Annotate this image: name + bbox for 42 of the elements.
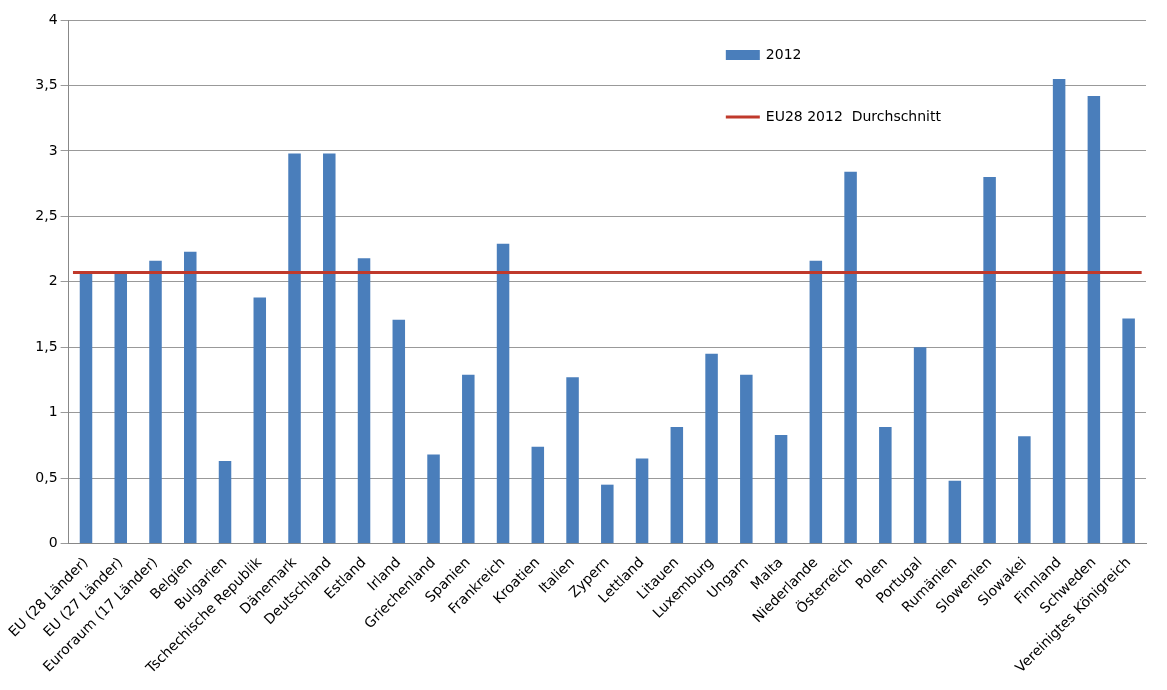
bar (809, 260, 823, 544)
bar (357, 258, 371, 544)
y-tick-label: 0 (48, 534, 58, 551)
bar (879, 427, 892, 544)
bar (566, 377, 579, 544)
bar (149, 260, 162, 544)
bar (1052, 78, 1066, 544)
bar (705, 353, 718, 544)
bar (427, 454, 440, 544)
bar (114, 273, 128, 544)
y-tick-label: 2 (48, 272, 58, 289)
bar (392, 319, 406, 544)
bar (1018, 436, 1031, 544)
bar (288, 153, 301, 544)
bar (79, 273, 93, 544)
y-tick-label: 1 (48, 403, 58, 420)
y-tick-label: 0,5 (35, 468, 58, 485)
bar (1122, 318, 1135, 544)
bar (462, 374, 475, 544)
bar (323, 153, 336, 544)
bar (740, 374, 753, 544)
bar (1087, 95, 1101, 544)
y-tick-label: 2,5 (35, 206, 58, 223)
bar (601, 484, 614, 544)
bar (253, 297, 267, 544)
legend-label: EU28 2012 Durchschnitt (765, 107, 942, 124)
bar (913, 347, 927, 544)
y-tick-label: 4 (48, 10, 58, 27)
legend-label: 2012 (765, 45, 802, 62)
bar (774, 434, 788, 544)
bar (983, 177, 996, 544)
y-tick-label: 1,5 (35, 337, 58, 354)
y-tick-label: 3,5 (35, 76, 58, 93)
bar (184, 251, 197, 544)
bar (844, 171, 857, 544)
bar (635, 458, 649, 544)
bar (218, 461, 232, 544)
y-tick-label: 3 (48, 141, 58, 158)
bar (496, 243, 510, 544)
bar (670, 427, 684, 544)
bar (531, 446, 545, 544)
bar (948, 480, 962, 544)
